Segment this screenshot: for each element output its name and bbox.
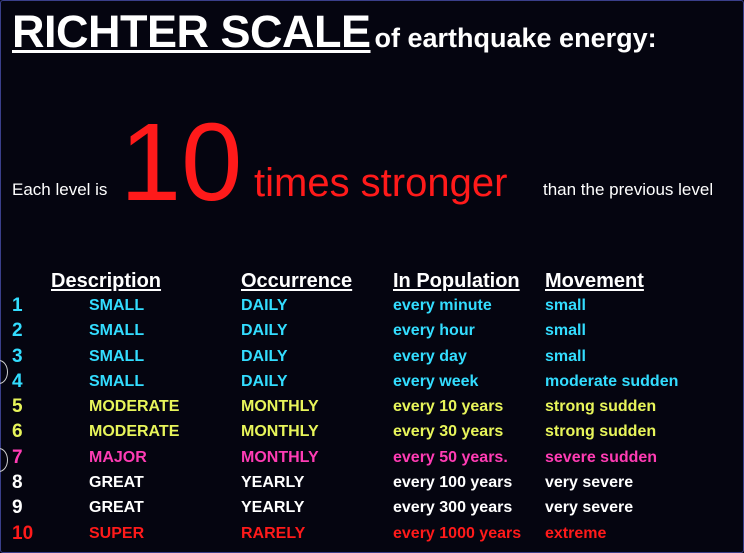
level-number: 3 <box>12 345 23 367</box>
occurrence-cell: DAILY <box>241 322 288 340</box>
occurrence-cell: MONTHLY <box>241 398 319 416</box>
table-row: 9 GREAT YEARLY every 300 years very severe <box>0 496 744 521</box>
header-description: Description <box>51 270 162 292</box>
table-row: 6 MODERATE MONTHLY every 30 years strong sud… <box>0 420 744 445</box>
description-cell: MODERATE <box>89 398 180 416</box>
occurrence-cell: YEARLY <box>241 499 305 517</box>
tagline-number: 10 <box>120 101 243 224</box>
movement-cell: moderate sudden <box>545 372 679 390</box>
population-cell: every 1000 years <box>393 524 522 542</box>
tagline-emphasis: times stronger <box>254 161 508 205</box>
richter-table: Description Occurrence In Population Mov… <box>0 270 744 547</box>
movement-cell: strong sudden <box>545 398 657 416</box>
header-population: In Population <box>393 270 520 292</box>
table-row: 5 MODERATE MONTHLY every 10 years strong sud… <box>0 395 744 420</box>
level-number: 2 <box>12 320 23 342</box>
movement-cell: very severe <box>545 474 634 492</box>
table-body: 1 SMALL DAILY every minute small 2 SMALL DAILY e… <box>0 294 744 547</box>
table-row: 1 SMALL DAILY every minute small <box>0 294 744 319</box>
description-cell: SUPER <box>89 524 145 542</box>
level-number: 7 <box>12 446 23 468</box>
occurrence-cell: DAILY <box>241 297 288 314</box>
population-cell: every day <box>393 347 467 365</box>
description-cell: SMALL <box>89 347 145 365</box>
table-row: 3 SMALL DAILY every day small <box>0 345 744 370</box>
table-row: 4 SMALL DAILY every week moderate sudden <box>0 370 744 395</box>
table-row: 10 SUPER RARELY every 1000 years extreme <box>0 522 744 547</box>
header-occurrence: Occurrence <box>241 270 353 292</box>
occurrence-cell: MONTHLY <box>241 448 319 466</box>
population-cell: every 50 years. <box>393 448 508 466</box>
population-cell: every hour <box>393 322 475 340</box>
movement-cell: strong sudden <box>545 423 657 441</box>
tagline-prefix: Each level is <box>12 180 108 199</box>
tagline-suffix: than the previous level <box>543 180 714 199</box>
movement-cell: small <box>545 297 586 314</box>
population-cell: every 100 years <box>393 474 513 492</box>
table-row: 2 SMALL DAILY every hour small <box>0 319 744 344</box>
population-cell: every 10 years <box>393 398 504 416</box>
description-cell: GREAT <box>89 499 144 517</box>
movement-cell: extreme <box>545 524 607 542</box>
level-number: 1 <box>12 295 23 316</box>
header-movement: Movement <box>545 270 644 292</box>
description-cell: GREAT <box>89 474 144 492</box>
level-number: 8 <box>12 472 23 494</box>
level-number: 4 <box>12 370 23 392</box>
description-cell: MODERATE <box>89 423 180 441</box>
movement-cell: severe sudden <box>545 448 658 466</box>
occurrence-cell: RARELY <box>241 524 306 542</box>
table-row: 8 GREAT YEARLY every 100 years very severe <box>0 471 744 496</box>
population-cell: every 30 years <box>393 423 504 441</box>
movement-cell: small <box>545 347 586 365</box>
population-cell: every week <box>393 372 479 390</box>
title-sub: of earthquake energy: <box>374 23 657 53</box>
table-row: 7 MAJOR MONTHLY every 50 years. severe sudde… <box>0 446 744 471</box>
level-number: 5 <box>12 396 23 418</box>
title-main: RICHTER SCALE <box>12 6 371 57</box>
occurrence-cell: DAILY <box>241 347 288 365</box>
description-cell: MAJOR <box>89 448 147 466</box>
title: RICHTER SCALE of earthquake energy: <box>12 6 657 58</box>
level-number: 9 <box>12 497 23 519</box>
occurrence-cell: DAILY <box>241 372 288 390</box>
table-header: Description Occurrence In Population Mov… <box>0 270 744 294</box>
movement-cell: small <box>545 322 586 340</box>
population-cell: every minute <box>393 297 492 314</box>
population-cell: every 300 years <box>393 499 513 517</box>
description-cell: SMALL <box>89 372 145 390</box>
occurrence-cell: MONTHLY <box>241 423 319 441</box>
movement-cell: very severe <box>545 499 634 517</box>
level-number: 10 <box>12 522 34 544</box>
description-cell: SMALL <box>89 297 145 314</box>
level-number: 6 <box>12 421 23 443</box>
description-cell: SMALL <box>89 322 145 340</box>
occurrence-cell: YEARLY <box>241 474 305 492</box>
